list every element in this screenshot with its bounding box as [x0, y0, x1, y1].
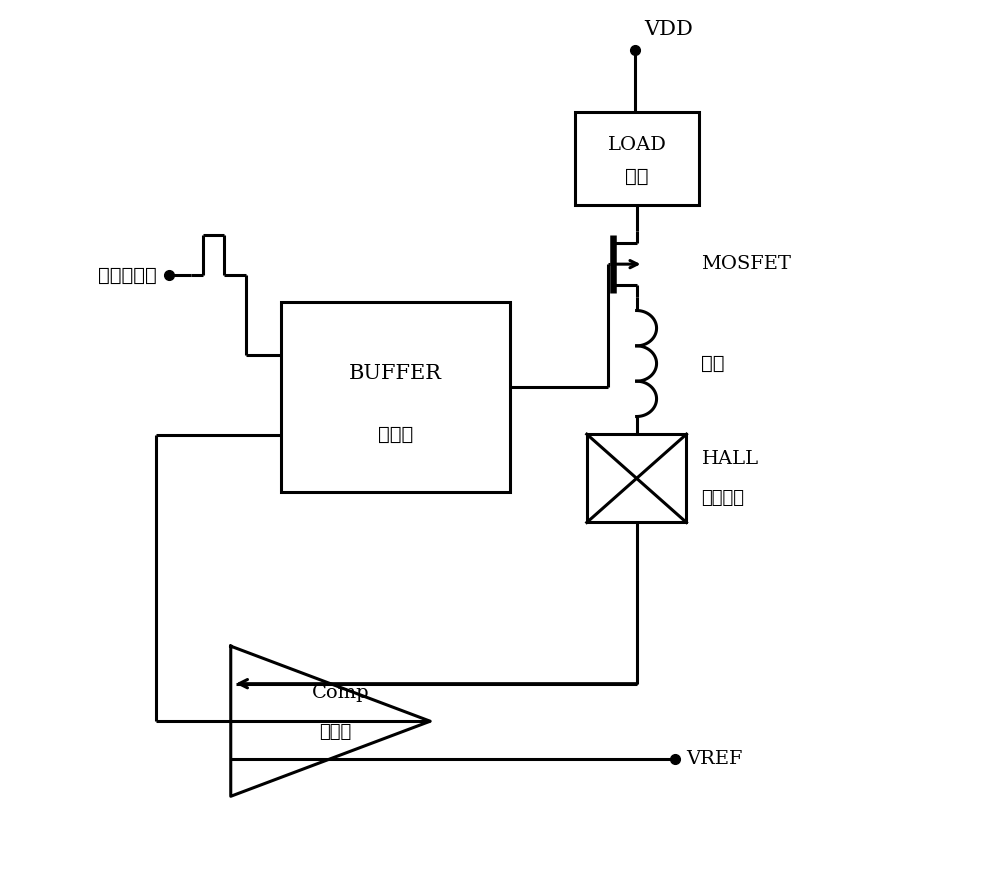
Text: 缓冲区: 缓冲区 — [378, 425, 413, 444]
Text: 初始占空比: 初始占空比 — [98, 266, 157, 284]
Text: VREF: VREF — [686, 750, 743, 768]
Text: Comp: Comp — [312, 684, 369, 702]
Text: 比较器: 比较器 — [319, 723, 352, 741]
Text: VDD: VDD — [645, 20, 693, 39]
Text: 线圈: 线圈 — [701, 354, 725, 373]
Text: 负载: 负载 — [625, 167, 649, 186]
Text: LOAD: LOAD — [608, 136, 667, 154]
Text: BUFFER: BUFFER — [349, 364, 442, 384]
Polygon shape — [587, 434, 686, 523]
Polygon shape — [575, 112, 699, 205]
Text: HALL: HALL — [701, 450, 759, 468]
Polygon shape — [281, 302, 510, 492]
Text: MOSFET: MOSFET — [701, 255, 791, 273]
Text: 霍尔器件: 霍尔器件 — [701, 489, 744, 507]
